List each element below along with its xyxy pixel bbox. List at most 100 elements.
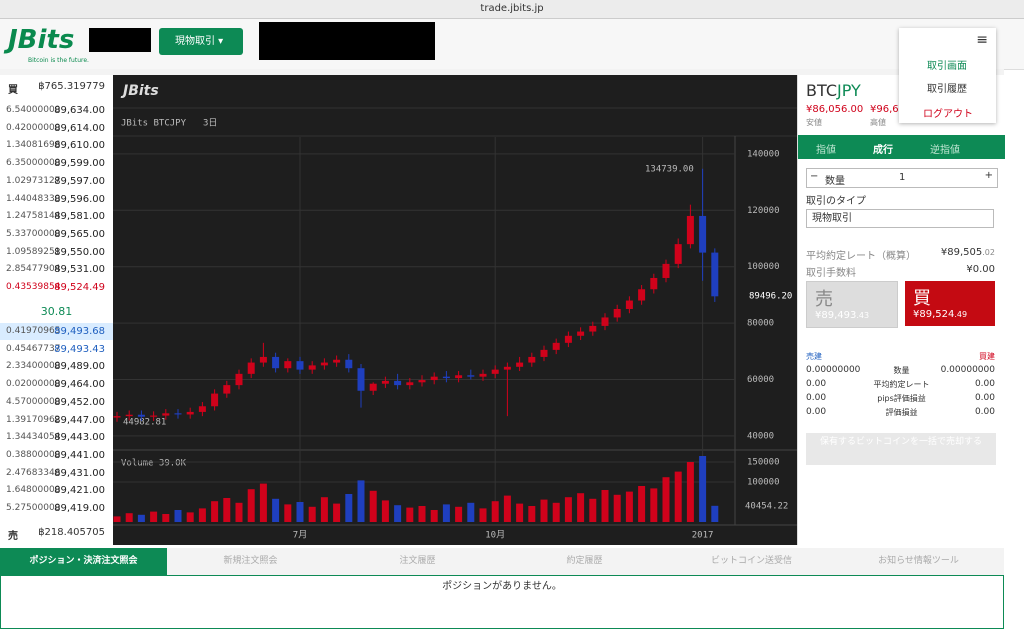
y-tick-label: 120000 xyxy=(747,206,780,216)
position-cell: 0.00 xyxy=(806,393,827,403)
volume-bar xyxy=(540,499,548,522)
buy-total: ฿765.319779 xyxy=(38,81,105,92)
pair-b: JPY xyxy=(836,81,861,100)
candle-body xyxy=(625,300,633,309)
order-price: 89,614.00 xyxy=(54,122,105,134)
order-row: 1.34434054 89,443.00 xyxy=(0,429,113,446)
buy-label: 買 xyxy=(8,85,18,96)
bottom-tab[interactable]: ポジション・決済注文照会 xyxy=(0,548,167,575)
candle-body xyxy=(418,380,426,383)
menu-item[interactable]: 取引画面 xyxy=(927,61,967,72)
menu-icon[interactable]: ≡ xyxy=(976,32,988,48)
y-tick-label: 80000 xyxy=(747,319,774,329)
volume-bar xyxy=(137,514,145,522)
order-row: 1.64800000 89,421.00 xyxy=(0,482,113,499)
candle-body xyxy=(150,415,158,417)
sell-button[interactable]: 売 ¥89,493.43 xyxy=(806,281,898,328)
redacted xyxy=(259,22,435,60)
bottom-tab[interactable]: 新規注文照会 xyxy=(223,556,278,566)
order-qty: 0.45467737 xyxy=(6,343,61,354)
position-cell: 0.00 xyxy=(974,393,995,403)
volume-bar xyxy=(308,506,316,522)
sell-dec: .43 xyxy=(856,311,870,320)
candle-body xyxy=(503,366,511,370)
bottom-tab[interactable]: 約定履歴 xyxy=(566,556,603,566)
candle-body xyxy=(650,277,658,290)
order-row: 6.54000000 89,634.00 xyxy=(0,102,113,119)
candle-body xyxy=(577,331,585,336)
menu-item[interactable]: 取引履歴 xyxy=(927,84,967,95)
candle-body xyxy=(369,383,377,391)
volume-bar xyxy=(613,494,621,522)
candle-body xyxy=(198,406,206,412)
trade-panel: BTCJPY ¥86,056.00 安値 ¥96,6 高値 指値 成行 逆指値 数量… xyxy=(797,75,1005,545)
order-qty: 1.02973127 xyxy=(6,175,61,186)
volume-bar xyxy=(650,488,658,522)
volume-bar xyxy=(394,505,402,522)
order-tab[interactable]: 成行 xyxy=(873,145,893,156)
type-value: 現物取引 xyxy=(812,213,852,224)
type-select[interactable]: 現物取引 xyxy=(806,209,994,228)
bottom-tab[interactable]: 注文履歴 xyxy=(399,556,436,566)
order-row: 1.44048330 89,596.00 xyxy=(0,191,113,208)
volume-bar xyxy=(125,513,133,522)
volume-title: Volume 39.0K xyxy=(121,459,187,469)
plus[interactable]: + xyxy=(984,170,993,181)
order-price: 89,599.00 xyxy=(54,158,105,170)
qty-input[interactable]: 数量 1 − + xyxy=(806,168,998,188)
order-row: 1.09589251 89,550.00 xyxy=(0,244,113,261)
volume-bar xyxy=(357,480,365,522)
candle-body xyxy=(699,215,707,253)
candle-body xyxy=(308,365,316,370)
order-tabs: 指値 成行 逆指値 xyxy=(798,135,1005,159)
logo: JBits xyxy=(8,25,75,55)
order-row: 0.43539854 89,524.49 xyxy=(0,279,113,296)
volume-bar xyxy=(686,462,694,522)
order-price: 89,464.00 xyxy=(54,379,105,391)
buy-button[interactable]: 買 ¥89,524.49 xyxy=(905,281,995,326)
order-price: 89,493.68 xyxy=(54,326,105,337)
fee: ¥0.00 xyxy=(966,264,995,275)
position-cell: 0.00 xyxy=(806,407,827,417)
order-tab[interactable]: 逆指値 xyxy=(930,145,960,156)
order-price: 89,421.00 xyxy=(54,485,105,497)
volume-bar xyxy=(223,498,231,522)
order-row: 5.27500000 89,419.00 xyxy=(0,500,113,517)
position-cell: 0.00000000 xyxy=(806,365,861,375)
menu: ≡ 取引画面 取引履歴 ログアウト xyxy=(899,28,996,123)
volume-bar xyxy=(406,507,414,522)
volume-bar xyxy=(479,508,487,522)
interval[interactable]: 3日 xyxy=(203,118,217,129)
chart: JBits JBits BTCJPY 3日 Volume 39.0K 13473… xyxy=(113,75,797,545)
candle-body xyxy=(113,416,121,418)
volume-bar xyxy=(272,498,280,522)
candle-body xyxy=(235,373,243,386)
order-qty: 5.33700000 xyxy=(6,228,61,239)
order-qty: 4.57000000 xyxy=(6,396,61,407)
position-rows: 0.00000000 数量 0.00000000 0.00 平均約定レート 0.00 0.0… xyxy=(798,365,1005,425)
menu-item[interactable]: ログアウト xyxy=(923,109,973,120)
order-price: 89,419.00 xyxy=(54,503,105,514)
mode-button[interactable]: 現物取引 ▾ xyxy=(159,28,243,55)
position-cell: 0.00000000 xyxy=(940,365,995,375)
bottom-tab[interactable]: ビットコイン送受信 xyxy=(710,556,792,566)
volume-bar xyxy=(442,504,450,522)
volume-bar xyxy=(577,493,585,522)
header: JBits Bitcoin is the future. 現物取引 ▾ xyxy=(0,19,1024,70)
candle-body xyxy=(284,361,292,369)
buy-dec: .49 xyxy=(954,310,968,319)
candle-body xyxy=(272,356,280,369)
order-tab[interactable]: 指値 xyxy=(816,145,836,156)
qty: 1 xyxy=(899,172,906,183)
sell-all[interactable]: 保有するビットコインを一括で売却する xyxy=(806,433,996,465)
spread: 30.81 xyxy=(40,305,73,318)
candle-body xyxy=(442,376,450,379)
minus[interactable]: − xyxy=(810,171,819,182)
volume-bar xyxy=(381,500,389,522)
order-qty: 0.43539854 xyxy=(6,282,61,292)
bottom-tab[interactable]: お知らせ情報ツール xyxy=(878,556,959,566)
position-cell: 0.00 xyxy=(974,379,995,389)
splitter xyxy=(0,69,1004,75)
candle-body xyxy=(430,376,438,381)
candle-body xyxy=(589,325,597,332)
